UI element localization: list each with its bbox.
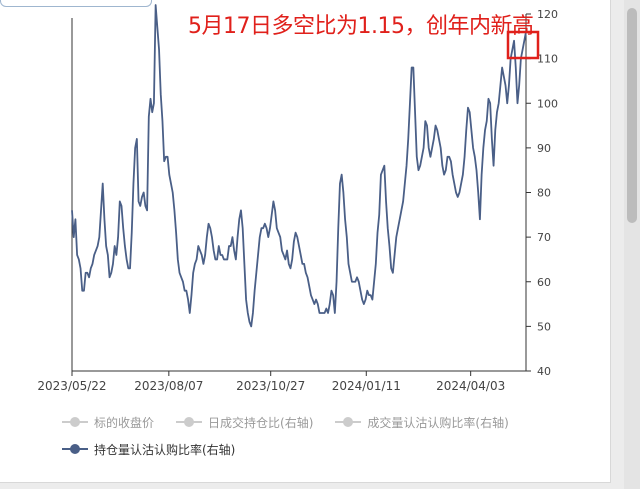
y-axis-right-ticks: 40 50 60 70 80 90 100 110 120	[526, 8, 558, 378]
series-line	[71, 4, 527, 328]
legend-item-close-price[interactable]: 标的收盘价	[62, 414, 154, 431]
legend-row-2: 持仓量认沽认购比率(右轴)	[62, 439, 257, 459]
legend-symbol	[176, 416, 203, 428]
legend-row-1: 标的收盘价 日成交持仓比(右轴) 成交量认沽认购比率(右轴)	[62, 412, 531, 432]
x-tick-label: 2023/08/07	[134, 379, 203, 393]
y-tick-label: 120	[537, 8, 558, 21]
x-axis-ticks: 2023/05/22 2023/08/07 2023/10/27 2024/01/11…	[37, 371, 505, 393]
y-tick-label: 60	[537, 276, 551, 289]
legend-label: 持仓量认沽认购比率(右轴)	[94, 442, 236, 457]
y-tick-label: 90	[537, 142, 551, 155]
legend-label: 成交量认沽认购比率(右轴)	[367, 415, 509, 430]
legend-label: 标的收盘价	[94, 415, 155, 430]
legend-item-daily-volume-oi-ratio[interactable]: 日成交持仓比(右轴)	[176, 414, 313, 431]
y-tick-label: 40	[537, 365, 551, 378]
x-tick-label: 2024/01/11	[332, 379, 401, 393]
legend-label: 日成交持仓比(右轴)	[208, 415, 314, 430]
highlight-box	[506, 30, 540, 60]
scrollbar-thumb[interactable]	[627, 8, 637, 223]
legend-symbol	[62, 416, 88, 428]
legend-item-oi-pcr[interactable]: 持仓量认沽认购比率(右轴)	[62, 441, 235, 458]
y-tick-label: 100	[537, 97, 558, 110]
series-layer	[71, 4, 527, 328]
y-tick-label: 80	[537, 187, 551, 200]
annotation-text: 5月17日多空比为1.15，创年内新高	[188, 14, 534, 39]
x-tick-label: 2024/04/03	[436, 379, 505, 393]
y-tick-label: 110	[537, 53, 558, 66]
y-tick-label: 70	[537, 231, 551, 244]
x-tick-label: 2023/10/27	[236, 379, 305, 393]
legend-symbol	[62, 443, 88, 455]
y-tick-label: 50	[537, 320, 551, 333]
legend-item-volume-pcr[interactable]: 成交量认沽认购比率(右轴)	[335, 414, 509, 431]
chart-axes	[71, 14, 527, 372]
x-tick-label: 2023/05/22	[37, 379, 106, 393]
legend-symbol	[335, 416, 362, 428]
line-chart: 2023/05/22 2023/08/07 2023/10/27 2024/01/11…	[37, 4, 558, 393]
